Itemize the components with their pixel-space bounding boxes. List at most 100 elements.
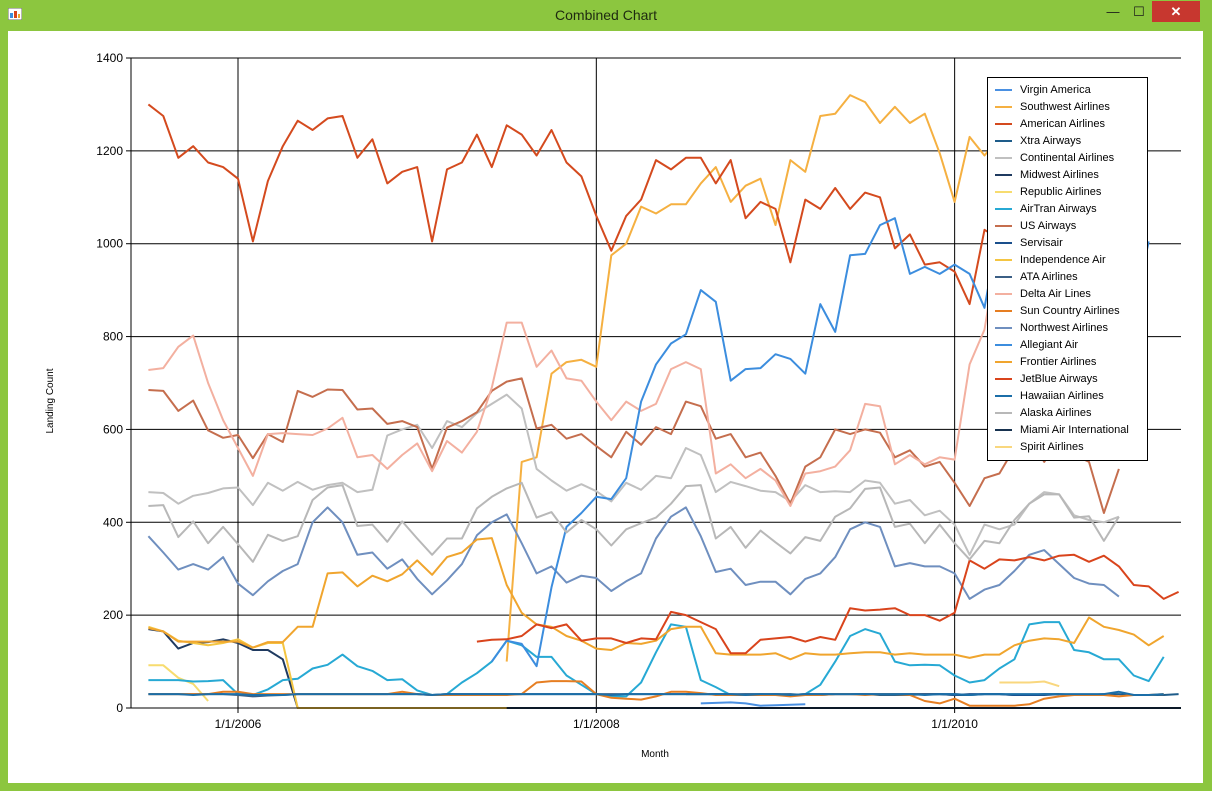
legend-label: Miami Air International	[1020, 424, 1129, 436]
series-line-virgin-america	[700, 701, 806, 707]
legend-label: Spirit Airlines	[1020, 441, 1084, 453]
legend-item: Spirit Airlines	[988, 440, 1147, 457]
series-line-alaska-airlines	[148, 481, 1120, 563]
legend-label: Alaska Airlines	[1020, 407, 1092, 419]
axes: 0 200 400 600 800 1000 1200 1400 1/1/2006 1/1/200…	[96, 51, 1181, 731]
y-tick-label: 1400	[96, 51, 123, 65]
line-chart: 0 200 400 600 800 1000 1200 1400 1/1/2006 1/1/200…	[45, 51, 1181, 760]
y-tick-label: 1000	[96, 237, 123, 251]
series-line-frontier-airlines	[148, 537, 1165, 661]
y-axis-title: Landing Count	[45, 368, 56, 433]
legend-item: Xtra Airways	[988, 134, 1147, 151]
legend-label: Hawaiian Airlines	[1020, 390, 1104, 402]
legend-item: Independence Air	[988, 253, 1147, 270]
y-tick-label: 200	[103, 608, 123, 622]
series-line-delta-air-lines	[148, 180, 1120, 507]
legend-item: Southwest Airlines	[988, 100, 1147, 117]
x-tick-label: 1/1/2006	[215, 717, 262, 731]
legend-swatch	[995, 327, 1012, 329]
series-line-us-airways	[148, 377, 1120, 514]
series-line-republic-airlines	[148, 664, 209, 702]
maximize-button[interactable]: ☐	[1133, 4, 1145, 19]
legend-item: Sun Country Airlines	[988, 304, 1147, 321]
legend-swatch	[995, 174, 1012, 176]
minimize-button[interactable]: —	[1106, 4, 1120, 19]
legend-label: Frontier Airlines	[1020, 356, 1097, 368]
app-icon	[8, 8, 22, 20]
window-title: Combined Chart	[555, 7, 657, 23]
legend-label: ATA Airlines	[1020, 271, 1078, 283]
legend-item: Hawaiian Airlines	[988, 389, 1147, 406]
legend-label: Northwest Airlines	[1020, 322, 1109, 334]
series-layer	[147, 94, 1181, 709]
legend-label: Continental Airlines	[1020, 152, 1115, 164]
title-bar[interactable]: Combined Chart — ☐ ✕	[0, 0, 1212, 31]
y-tick-label: 1200	[96, 144, 123, 158]
y-tick-label: 600	[103, 422, 123, 436]
legend-label: Servisair	[1020, 237, 1063, 249]
legend-item: Servisair	[988, 236, 1147, 253]
legend-swatch	[995, 344, 1012, 346]
legend-swatch	[995, 106, 1012, 108]
legend-swatch	[995, 429, 1012, 431]
legend-swatch	[995, 259, 1012, 261]
series-line-airtran-airways	[148, 621, 1165, 698]
series-line-spirit-airlines	[999, 680, 1060, 688]
legend-label: Xtra Airways	[1020, 135, 1082, 147]
legend-item: AirTran Airways	[988, 202, 1147, 219]
legend-swatch	[995, 361, 1012, 363]
legend-item: Miami Air International	[988, 423, 1147, 440]
series-line-hawaiian-airlines	[148, 690, 1164, 696]
legend-item: Republic Airlines	[988, 185, 1147, 202]
y-tick-label: 400	[103, 515, 123, 529]
legend-item: JetBlue Airways	[988, 372, 1147, 389]
series-line-american-airlines	[147, 103, 1120, 338]
legend-swatch	[995, 140, 1012, 142]
legend: Virgin America Southwest Airlines American…	[987, 77, 1148, 461]
legend-item: Virgin America	[988, 83, 1147, 100]
legend-swatch	[995, 412, 1012, 414]
legend-swatch	[995, 446, 1012, 448]
legend-swatch	[995, 310, 1012, 312]
legend-swatch	[995, 395, 1012, 397]
series-line-northwest-airlines	[147, 506, 1120, 600]
legend-label: Republic Airlines	[1020, 186, 1102, 198]
legend-label: Delta Air Lines	[1020, 288, 1091, 300]
y-tick-label: 800	[103, 330, 123, 344]
legend-label: Sun Country Airlines	[1020, 305, 1120, 317]
legend-label: Midwest Airlines	[1020, 169, 1099, 181]
legend-swatch	[995, 89, 1012, 91]
x-axis-title: Month	[641, 749, 669, 760]
legend-swatch	[995, 123, 1012, 125]
legend-item: Midwest Airlines	[988, 168, 1147, 185]
legend-swatch	[995, 293, 1012, 295]
legend-item: Alaska Airlines	[988, 406, 1147, 423]
legend-item: US Airways	[988, 219, 1147, 236]
x-tick-label: 1/1/2010	[931, 717, 978, 731]
close-button[interactable]: ✕	[1152, 1, 1200, 22]
legend-swatch	[995, 242, 1012, 244]
legend-item: Northwest Airlines	[988, 321, 1147, 338]
x-tick-label: 1/1/2008	[573, 717, 620, 731]
legend-label: AirTran Airways	[1020, 203, 1097, 215]
legend-item: ATA Airlines	[988, 270, 1147, 287]
legend-label: Allegiant Air	[1020, 339, 1079, 351]
legend-item: Continental Airlines	[988, 151, 1147, 168]
legend-swatch	[995, 191, 1012, 193]
chart-area: 0 200 400 600 800 1000 1200 1400 1/1/2006 1/1/200…	[8, 31, 1203, 783]
legend-label: US Airways	[1020, 220, 1077, 232]
series-line-continental-airlines	[148, 393, 1120, 556]
legend-label: Independence Air	[1020, 254, 1106, 266]
legend-label: JetBlue Airways	[1020, 373, 1098, 385]
legend-item: Frontier Airlines	[988, 355, 1147, 372]
series-line-jetblue-airways	[476, 553, 1180, 655]
legend-swatch	[995, 208, 1012, 210]
legend-swatch	[995, 276, 1012, 278]
legend-item: Allegiant Air	[988, 338, 1147, 355]
legend-item: Delta Air Lines	[988, 287, 1147, 304]
legend-item: American Airlines	[988, 117, 1147, 134]
series-line-independence-air	[148, 625, 597, 709]
legend-swatch	[995, 157, 1012, 159]
legend-label: American Airlines	[1020, 118, 1105, 130]
legend-swatch	[995, 378, 1012, 380]
